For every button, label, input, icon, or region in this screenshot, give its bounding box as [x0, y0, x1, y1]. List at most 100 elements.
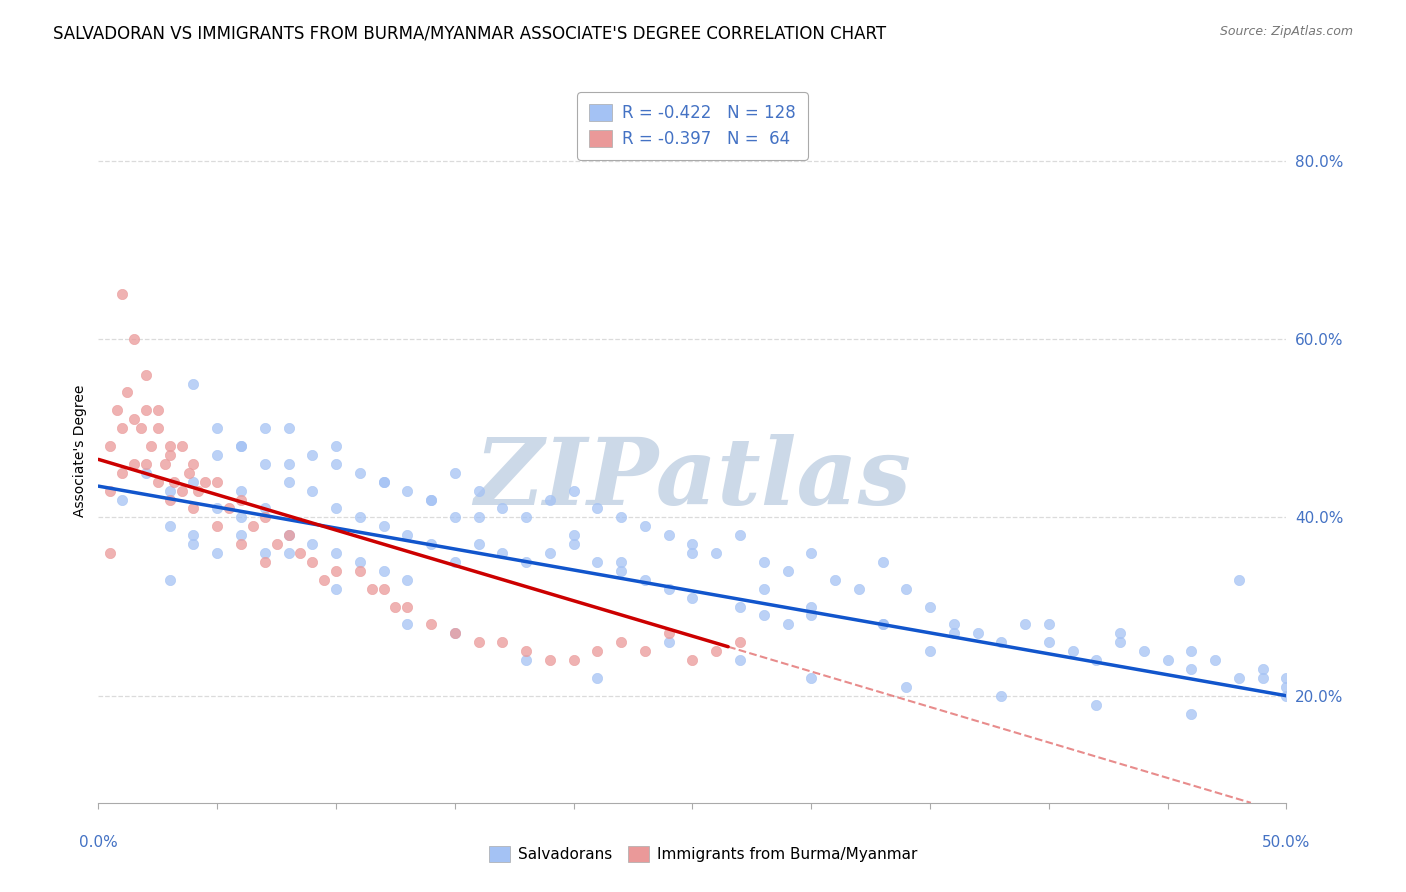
Point [1156, 653, 1178, 667]
Point [586, 671, 609, 685]
Point [301, 448, 323, 462]
Point [728, 653, 751, 667]
Point [111, 492, 134, 507]
Point [942, 617, 965, 632]
Point [146, 403, 169, 417]
Point [776, 564, 799, 578]
Point [610, 510, 633, 524]
Point [1251, 671, 1274, 685]
Point [177, 466, 200, 480]
Point [159, 573, 181, 587]
Point [183, 376, 205, 391]
Point [848, 582, 870, 596]
Point [491, 546, 513, 560]
Point [229, 537, 252, 551]
Point [183, 457, 205, 471]
Point [1109, 635, 1132, 649]
Point [277, 528, 299, 542]
Point [277, 528, 299, 542]
Point [444, 555, 467, 569]
Point [242, 519, 264, 533]
Point [373, 582, 395, 596]
Point [325, 564, 347, 578]
Point [396, 599, 419, 614]
Point [1275, 680, 1298, 694]
Point [800, 608, 823, 623]
Point [159, 492, 181, 507]
Point [349, 466, 371, 480]
Point [183, 501, 205, 516]
Point [562, 528, 585, 542]
Point [420, 537, 443, 551]
Point [681, 591, 703, 605]
Point [163, 475, 186, 489]
Point [253, 546, 276, 560]
Point [183, 528, 205, 542]
Point [159, 439, 181, 453]
Point [658, 635, 681, 649]
Point [107, 403, 129, 417]
Point [1275, 671, 1298, 685]
Point [444, 510, 467, 524]
Point [207, 519, 229, 533]
Point [562, 653, 585, 667]
Point [610, 555, 633, 569]
Point [658, 582, 681, 596]
Point [266, 537, 288, 551]
Point [538, 653, 561, 667]
Point [229, 510, 252, 524]
Point [314, 573, 336, 587]
Point [229, 492, 252, 507]
Y-axis label: Associate's Degree: Associate's Degree [73, 384, 87, 516]
Point [1109, 626, 1132, 640]
Point [253, 510, 276, 524]
Point [115, 385, 138, 400]
Point [562, 483, 585, 498]
Point [872, 617, 894, 632]
Point [129, 421, 152, 435]
Point [990, 635, 1012, 649]
Point [776, 617, 799, 632]
Point [187, 483, 209, 498]
Point [1251, 662, 1274, 676]
Point [384, 599, 406, 614]
Point [183, 537, 205, 551]
Point [681, 537, 703, 551]
Legend: R = -0.422   N = 128, R = -0.397   N =  64: R = -0.422 N = 128, R = -0.397 N = 64 [578, 93, 807, 160]
Point [942, 626, 965, 640]
Point [515, 653, 537, 667]
Text: Source: ZipAtlas.com: Source: ZipAtlas.com [1219, 25, 1353, 38]
Point [183, 475, 205, 489]
Point [800, 599, 823, 614]
Point [277, 421, 299, 435]
Point [420, 492, 443, 507]
Point [1180, 662, 1202, 676]
Point [98, 439, 121, 453]
Point [586, 555, 609, 569]
Point [277, 457, 299, 471]
Point [325, 546, 347, 560]
Point [728, 599, 751, 614]
Point [301, 555, 323, 569]
Point [467, 635, 489, 649]
Point [207, 448, 229, 462]
Point [491, 501, 513, 516]
Point [301, 483, 323, 498]
Point [800, 671, 823, 685]
Point [301, 537, 323, 551]
Point [253, 501, 276, 516]
Point [135, 368, 157, 382]
Point [1038, 617, 1060, 632]
Point [966, 626, 988, 640]
Point [920, 599, 942, 614]
Point [396, 528, 419, 542]
Point [218, 501, 240, 516]
Point [122, 457, 145, 471]
Point [658, 528, 681, 542]
Point [98, 546, 121, 560]
Point [896, 582, 918, 596]
Point [1204, 653, 1226, 667]
Point [586, 501, 609, 516]
Point [229, 483, 252, 498]
Point [824, 573, 846, 587]
